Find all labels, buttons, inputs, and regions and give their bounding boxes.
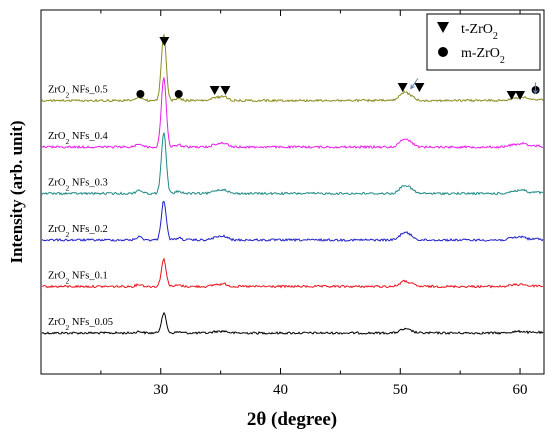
phase-marker-t-3 — [209, 86, 220, 95]
x-axis: 30 40 50 60 — [40, 10, 528, 398]
series-label-2: ZrO2 NFs_0.2 — [48, 224, 108, 239]
series-line-0 — [41, 311, 544, 335]
arrow-line-0 — [410, 78, 419, 89]
plot-frame — [40, 9, 545, 375]
legend-label-0: t-ZrO2 — [461, 22, 498, 42]
legend-marker-m — [438, 47, 448, 57]
phase-marker-m-1 — [136, 90, 145, 98]
x-tick-label-40: 40 — [273, 382, 288, 398]
phase-marker-t-0 — [159, 37, 170, 46]
series-label-4: ZrO2 NFs_0.4 — [48, 131, 109, 146]
series-line-3 — [41, 132, 543, 196]
x-axis-title: 2θ (degree) — [247, 409, 337, 430]
series-label-0: ZrO2 NFs_0.05 — [48, 317, 113, 332]
series-line-5 — [41, 33, 544, 103]
y-axis-title: Intensity (arb. unit) — [7, 120, 26, 263]
series-line-1 — [41, 257, 544, 289]
arrow-head-0 — [410, 84, 415, 90]
x-tick-label-60: 60 — [513, 382, 528, 398]
phase-marker-m-2 — [174, 90, 183, 98]
phase-marker-t-5 — [397, 83, 408, 92]
marker-layer — [136, 37, 540, 100]
series-line-4 — [41, 77, 544, 150]
series-label-1: ZrO2 NFs_0.1 — [48, 271, 108, 286]
legend-label-1: m-ZrO2 — [461, 46, 505, 66]
series-label-3: ZrO2 NFs_0.3 — [48, 178, 108, 193]
phase-marker-t-8 — [515, 91, 526, 100]
arrow-head-1 — [533, 89, 538, 95]
phase-marker-t-4 — [220, 86, 231, 95]
series-line-2 — [41, 200, 544, 243]
legend-marker-t — [437, 22, 449, 33]
x-tick-label-50: 50 — [393, 382, 408, 398]
phase-marker-t-7 — [506, 91, 517, 100]
legend: t-ZrO2 m-ZrO2 — [426, 13, 541, 71]
series-layer: ZrO2 NFs_0.05 ZrO2 NFs_0.1 ZrO2 NFs_0.2 ZrO… — [41, 33, 544, 335]
phase-marker-t-6 — [414, 83, 425, 92]
series-label-5: ZrO2 NFs_0.5 — [48, 85, 108, 100]
x-tick-label-30: 30 — [153, 382, 168, 398]
